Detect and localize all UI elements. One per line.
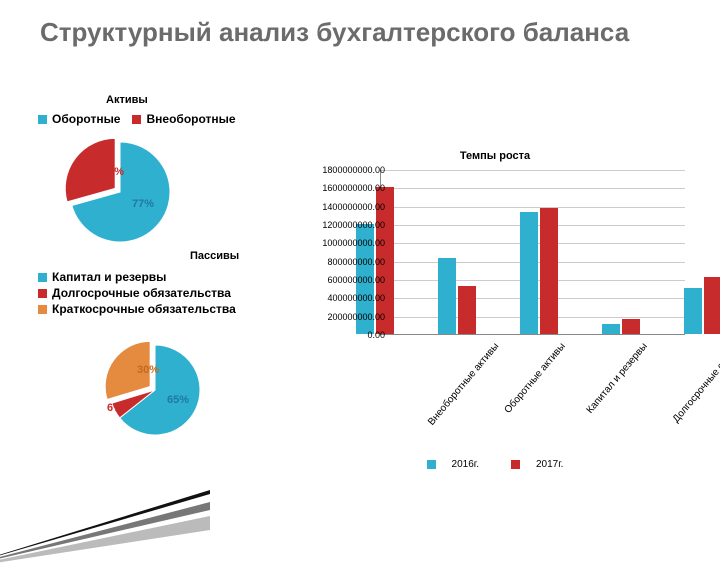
legend-label: Краткосрочные обязательства bbox=[52, 302, 236, 316]
legend-swatch bbox=[38, 273, 47, 282]
y-axis-tick-label: 1400000000.00 bbox=[305, 202, 385, 212]
legend-swatch bbox=[38, 115, 47, 124]
pie-chart-assets: 77% 32% bbox=[60, 132, 180, 252]
legend-swatch bbox=[132, 115, 141, 124]
gridline bbox=[381, 207, 685, 208]
legend-label: Долгосрочные обязательства bbox=[52, 286, 231, 300]
bar-plot-area bbox=[380, 170, 685, 335]
y-axis-tick-label: 1800000000.00 bbox=[305, 165, 385, 175]
bar-2017 bbox=[622, 319, 640, 334]
decorative-swoosh bbox=[0, 470, 210, 570]
bar-chart-legend: 2016г. 2017г. bbox=[295, 459, 695, 470]
legend-swatch bbox=[511, 460, 520, 469]
pie-slice-label: 65% bbox=[167, 394, 189, 406]
legend-item: Капитал и резервы bbox=[38, 270, 236, 284]
x-axis-category-label: Долгосрочные обязат bbox=[670, 341, 720, 425]
bar-chart-growth: Темпы роста 0.00 200000000.00 400000000.00… bbox=[295, 150, 695, 470]
pie1-legend: Оборотные Внеоборотные bbox=[38, 112, 248, 128]
pie-chart-liabilities: 65% 6% 30% bbox=[100, 335, 210, 445]
bar-2017 bbox=[540, 208, 558, 335]
pie-slice-label: 32% bbox=[102, 166, 124, 178]
bar-2016 bbox=[684, 288, 702, 334]
gridline bbox=[381, 170, 685, 171]
y-axis-tick-label: 1000000000.00 bbox=[305, 238, 385, 248]
y-axis-tick-label: 600000000.00 bbox=[305, 275, 385, 285]
bar-2016 bbox=[602, 324, 620, 334]
bar-2017 bbox=[704, 277, 720, 334]
bar-2016 bbox=[438, 258, 456, 334]
legend-item: Долгосрочные обязательства bbox=[38, 286, 236, 300]
legend-swatch bbox=[427, 460, 436, 469]
pie-slice-label: 30% bbox=[137, 364, 159, 376]
pie-slice-label: 77% bbox=[132, 198, 154, 210]
x-axis-category-label: Капитал и резервы bbox=[584, 341, 649, 416]
legend-label: Оборотные bbox=[52, 112, 120, 126]
pie-slice-label: 6% bbox=[107, 402, 123, 414]
legend-label: Внеоборотные bbox=[146, 112, 235, 126]
y-axis-tick-label: 1200000000.00 bbox=[305, 220, 385, 230]
legend-swatch bbox=[38, 305, 47, 314]
y-axis-tick-label: 1600000000.00 bbox=[305, 183, 385, 193]
legend-label: Капитал и резервы bbox=[52, 270, 166, 284]
bar-2016 bbox=[520, 212, 538, 334]
legend-swatch bbox=[38, 289, 47, 298]
y-axis-tick-label: 200000000.00 bbox=[305, 312, 385, 322]
bar-chart-title: Темпы роста bbox=[295, 150, 695, 162]
pie1-title: Активы bbox=[106, 94, 148, 106]
y-axis-tick-label: 800000000.00 bbox=[305, 257, 385, 267]
pie2-title: Пассивы bbox=[190, 250, 239, 262]
legend-label: 2016г. bbox=[452, 459, 479, 470]
bar-2017 bbox=[458, 286, 476, 334]
y-axis-tick-label: 400000000.00 bbox=[305, 293, 385, 303]
x-axis-category-label: Внеоборотные активы bbox=[426, 341, 501, 428]
legend-item: Краткосрочные обязательства bbox=[38, 302, 236, 316]
legend-label: 2017г. bbox=[536, 459, 563, 470]
slide-title: Структурный анализ бухгалтерского баланс… bbox=[40, 18, 629, 48]
y-axis-tick-label: 0.00 bbox=[305, 330, 385, 340]
pie2-legend: Капитал и резервы Долгосрочные обязательс… bbox=[38, 270, 236, 318]
x-axis-category-label: Оборотные активы bbox=[502, 341, 567, 416]
gridline bbox=[381, 188, 685, 189]
